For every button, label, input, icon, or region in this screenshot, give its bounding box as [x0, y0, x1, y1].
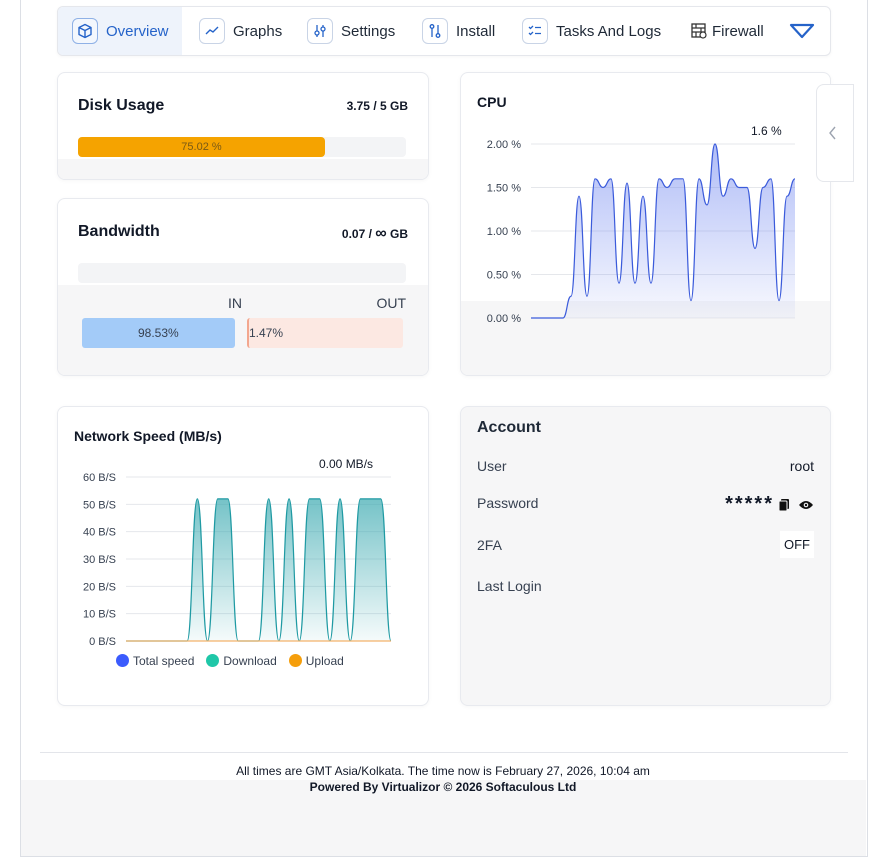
account-password-row: Password *****	[477, 493, 814, 515]
install-icon	[422, 18, 448, 44]
tab-label: Firewall	[712, 22, 764, 40]
eye-icon[interactable]	[798, 499, 814, 511]
tab-settings[interactable]: Settings	[307, 7, 395, 55]
network-tick-label: 30 B/S	[83, 554, 116, 566]
chevron-left-icon	[827, 125, 837, 146]
tab-label: Install	[456, 22, 496, 40]
password-label: Password	[477, 495, 539, 511]
network-current-value: 0.00 MB/s	[319, 457, 373, 471]
tab-install[interactable]: Install	[422, 7, 495, 55]
twofa-label: 2FA	[477, 537, 502, 553]
graph-icon	[199, 18, 225, 44]
footer-background	[21, 780, 866, 856]
cpu-current-value: 1.6 %	[751, 124, 782, 138]
infinity-symbol: ∞	[375, 225, 387, 242]
network-tick-label: 0 B/S	[89, 636, 116, 648]
in-bar: 98.53%	[82, 318, 235, 348]
chevron-down-icon	[789, 22, 815, 40]
cpu-tick-label: 0.50 %	[487, 270, 521, 282]
legend-total-speed[interactable]: Total speed	[116, 654, 194, 668]
network-tick-label: 50 B/S	[83, 499, 116, 511]
tab-firewall[interactable]: Firewall	[690, 7, 764, 55]
tab-label: Settings	[341, 22, 396, 40]
account-card: Account User root Password ***** 2FA OFF…	[460, 406, 831, 706]
tab-tasks-and-logs[interactable]: Tasks And Logs	[522, 7, 661, 55]
network-tick-label: 10 B/S	[83, 609, 116, 621]
card-footer	[58, 159, 428, 179]
disk-usage-title: Disk Usage	[78, 97, 165, 114]
firewall-icon	[690, 22, 708, 40]
tab-label: Overview	[106, 22, 169, 40]
account-2fa-row: 2FA OFF	[477, 531, 814, 558]
tab-label: Tasks And Logs	[556, 22, 662, 40]
cpu-tick-label: 1.00 %	[487, 226, 521, 238]
tab-label: Graphs	[233, 22, 283, 40]
twofa-value[interactable]: OFF	[780, 531, 814, 558]
account-title: Account	[477, 419, 541, 436]
user-value: root	[789, 458, 814, 474]
copy-icon[interactable]	[778, 498, 790, 512]
bandwidth-breakdown: IN OUT 98.53% 1.47%	[58, 285, 428, 375]
legend-upload[interactable]: Upload	[288, 654, 344, 668]
account-user-row: User root	[477, 458, 814, 474]
network-chart: 60 B/S 50 B/S 40 B/S 30 B/S 20 B/S 10 B/S 0 B/…	[83, 457, 392, 648]
bandwidth-card: Bandwidth 0.07 / ∞ GB IN OUT 98.53% 1.47…	[57, 198, 429, 376]
timezone-note: All times are GMT Asia/Kolkata. The time…	[236, 764, 650, 778]
out-bar: 1.47%	[247, 318, 403, 348]
disk-usage-card: Disk Usage 3.75 / 5 GB 75.02 %	[57, 72, 429, 180]
password-value: *****	[725, 493, 774, 515]
side-panel-toggle[interactable]	[816, 84, 854, 182]
network-tick-label: 60 B/S	[83, 472, 116, 484]
cpu-area	[531, 144, 795, 318]
password-value-group: *****	[725, 493, 814, 516]
legend-download[interactable]: Download	[206, 654, 277, 668]
network-legend: Total speed Download Upload	[116, 654, 344, 668]
network-speed-card: Network Speed (MB/s) 60 B/S 50 B/S 40 B/S 3…	[57, 406, 429, 706]
cube-icon	[72, 18, 98, 44]
last-login-label: Last Login	[477, 578, 542, 594]
bandwidth-title: Bandwidth	[78, 223, 160, 240]
cpu-title: CPU	[477, 94, 507, 110]
tab-overview[interactable]: Overview	[58, 7, 182, 55]
disk-usage-percent: 75.02 %	[181, 141, 222, 153]
cpu-chart: 2.00 % 1.50 % 1.00 % 0.50 % 0.00 % 1.6 %	[487, 124, 796, 325]
tab-graphs[interactable]: Graphs	[199, 7, 282, 55]
tasks-icon	[522, 18, 548, 44]
account-last-login-row: Last Login	[477, 578, 814, 594]
more-tabs-button[interactable]	[789, 7, 815, 55]
footer-divider	[40, 752, 848, 753]
bandwidth-track	[78, 263, 406, 283]
sliders-icon	[307, 18, 333, 44]
cpu-card: CPU 2.00 % 1.50 % 1.00 % 0.50 % 0.00 % 1.6 %	[460, 72, 831, 376]
cpu-tick-label: 0.00 %	[487, 313, 521, 325]
in-label: IN	[228, 295, 242, 311]
disk-usage-track: 75.02 %	[78, 137, 406, 157]
download-area	[126, 498, 391, 641]
disk-usage-value: 3.75 / 5 GB	[346, 99, 408, 113]
powered-by: Powered By Virtualizor © 2026 Softaculou…	[309, 780, 577, 794]
network-tick-label: 40 B/S	[83, 527, 116, 539]
top-nav: Overview Graphs Settings Install Tasks A…	[57, 6, 831, 56]
cpu-tick-label: 1.50 %	[487, 183, 521, 195]
network-title: Network Speed (MB/s)	[74, 428, 222, 444]
cpu-tick-label: 2.00 %	[487, 139, 521, 151]
download-line	[126, 498, 392, 642]
disk-usage-bar: 75.02 %	[78, 137, 325, 157]
network-tick-label: 20 B/S	[83, 581, 116, 593]
user-label: User	[477, 458, 507, 474]
out-label: OUT	[376, 295, 406, 311]
bandwidth-value: 0.07 / ∞ GB	[341, 225, 408, 242]
cpu-line	[531, 143, 796, 319]
